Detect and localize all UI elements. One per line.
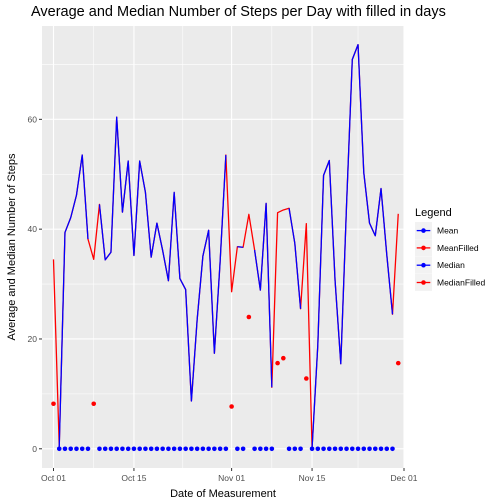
y-tick-label: 60 [28, 114, 38, 124]
median-point [79, 446, 85, 452]
median-point [74, 446, 79, 452]
median-point [390, 446, 395, 452]
median-legend-label: Median [437, 260, 465, 270]
median-point [332, 446, 338, 452]
median-point [85, 446, 91, 452]
x-tick-label: Oct 15 [121, 473, 146, 483]
median-point [171, 446, 177, 452]
y-tick-label: 0 [32, 444, 37, 454]
median-point [108, 446, 114, 452]
median-point [62, 446, 68, 452]
median-point [355, 446, 361, 452]
median-point [143, 446, 148, 452]
median-point [206, 446, 211, 452]
median-point [298, 446, 303, 452]
mean-line [237, 246, 244, 248]
median-point [361, 446, 367, 452]
median-point [97, 446, 102, 452]
median-point [263, 446, 269, 452]
mean-line [58, 154, 89, 447]
median-point [235, 446, 240, 452]
median-point [148, 446, 154, 452]
medianfilled-point [246, 314, 252, 320]
median-point [56, 446, 62, 452]
medianfilled-legend-point [421, 280, 426, 285]
mean-line [253, 202, 273, 388]
minor-gridlines [42, 26, 404, 468]
medianfilled-legend-label: MedianFilled [437, 278, 485, 288]
mean-line [311, 44, 394, 449]
median-point [125, 446, 131, 452]
median-point [321, 446, 326, 452]
median-point [384, 446, 390, 452]
median-point [372, 446, 378, 452]
median-point [309, 446, 315, 452]
medianfilled-point [91, 401, 97, 407]
median-point [292, 446, 298, 452]
meanfilled-legend-label: MeanFilled [437, 243, 479, 253]
median-point [177, 446, 183, 452]
median-point [269, 446, 275, 452]
median-point [166, 446, 171, 452]
medianfilled-point [395, 360, 401, 366]
meanfilled-legend-point [421, 245, 426, 251]
median-point [102, 446, 108, 452]
median-point [344, 446, 349, 452]
mean-line [98, 116, 227, 402]
series-points [51, 314, 401, 452]
median-point [240, 446, 246, 452]
plot-panel [42, 26, 404, 468]
median-point [349, 446, 355, 452]
median-point [154, 446, 160, 452]
median-point [338, 446, 344, 452]
median-point [137, 446, 142, 452]
median-point [223, 446, 229, 452]
y-axis-ticks: 0 20 40 60 [28, 114, 42, 454]
series-lines [52, 44, 399, 449]
legend: Legend Mean MeanFilled Median MedianFilled [415, 207, 485, 291]
y-axis-title: Average and Median Number of Steps [6, 153, 18, 340]
median-legend-point [421, 262, 426, 268]
median-point [315, 446, 321, 452]
medianfilled-point [275, 360, 280, 366]
median-point [367, 446, 372, 452]
median-point [183, 446, 188, 452]
median-point [378, 446, 384, 452]
x-axis-title: Date of Measurement [170, 488, 276, 500]
y-tick-label: 40 [28, 224, 38, 234]
median-point [212, 446, 217, 452]
x-tick-label: Nov 15 [299, 473, 326, 483]
median-point [120, 446, 125, 452]
mean-line [288, 208, 302, 309]
median-point [160, 446, 165, 452]
median-point [252, 446, 257, 452]
x-tick-label: Nov 01 [218, 473, 245, 483]
median-point [68, 446, 74, 452]
mean-legend-label: Mean [437, 226, 459, 236]
legend-title: Legend [415, 207, 452, 219]
median-point [200, 446, 206, 452]
median-point [114, 446, 119, 452]
median-point [131, 446, 137, 452]
median-point [286, 446, 292, 452]
x-tick-label: Dec 01 [391, 473, 418, 483]
medianfilled-point [281, 355, 286, 361]
medianfilled-point [304, 376, 309, 381]
median-point [258, 446, 263, 452]
median-point [327, 446, 332, 452]
mean-legend-point [421, 228, 426, 233]
medianfilled-point [51, 401, 56, 407]
x-axis-ticks: Oct 01 Oct 15 Nov 01 Nov 15 Dec 01 [41, 468, 418, 483]
median-point [217, 446, 223, 452]
chart-title: Average and Median Number of Steps per D… [31, 4, 446, 20]
y-tick-label: 20 [28, 334, 38, 344]
medianfilled-point [229, 404, 234, 409]
median-point [194, 446, 200, 452]
median-point [189, 446, 194, 452]
x-tick-label: Oct 01 [41, 473, 66, 483]
